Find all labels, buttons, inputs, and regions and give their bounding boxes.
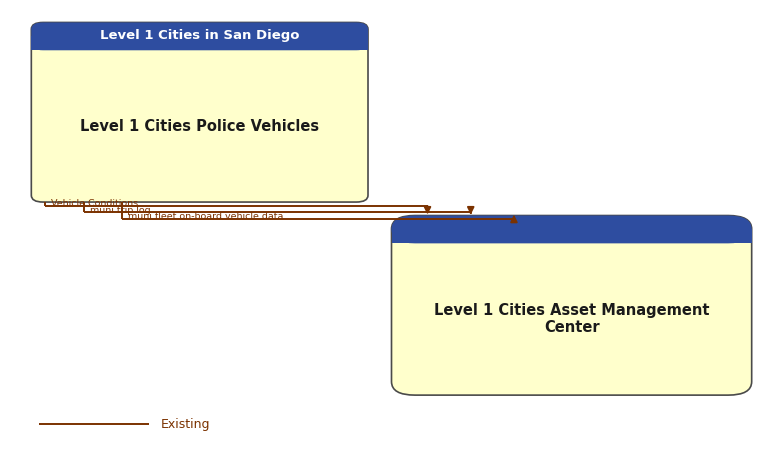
Text: Level 1 Cities in San Diego: Level 1 Cities in San Diego	[100, 29, 299, 42]
Text: Level 1 Cities Asset Management
Center: Level 1 Cities Asset Management Center	[434, 303, 709, 335]
FancyBboxPatch shape	[31, 22, 368, 50]
Text: muni trip log: muni trip log	[90, 206, 150, 215]
Bar	[31, 36, 368, 50]
FancyBboxPatch shape	[392, 216, 752, 395]
Text: Existing: Existing	[161, 418, 210, 431]
Bar	[392, 229, 752, 243]
Text: muni fleet on-board vehicle data: muni fleet on-board vehicle data	[128, 212, 284, 221]
Text: Level 1 Cities Police Vehicles: Level 1 Cities Police Vehicles	[80, 119, 319, 134]
FancyBboxPatch shape	[31, 22, 368, 202]
FancyBboxPatch shape	[392, 216, 752, 243]
Text: Vehicle Conditions: Vehicle Conditions	[51, 199, 138, 208]
